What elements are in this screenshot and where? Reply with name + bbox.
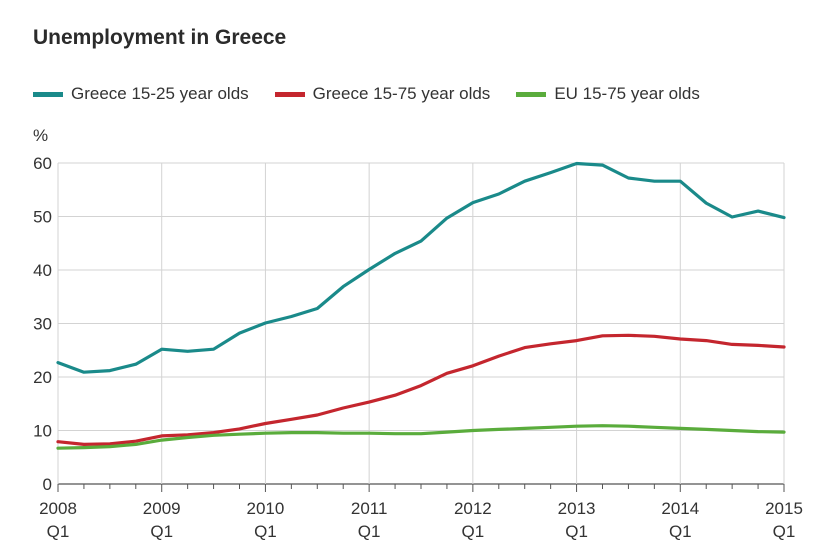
legend: Greece 15-25 year olds Greece 15-75 year… [33, 83, 726, 105]
x-tick-label-year: 2012 [454, 499, 492, 518]
x-tick-label-year: 2008 [39, 499, 77, 518]
x-tick-label-quarter: Q1 [565, 522, 588, 541]
x-tick-label-quarter: Q1 [462, 522, 485, 541]
y-tick-label: 60 [33, 154, 52, 173]
legend-label-eu-15-75: EU 15-75 year olds [554, 84, 700, 103]
x-tick-label-quarter: Q1 [669, 522, 692, 541]
series-lines [56, 161, 786, 450]
x-tick-label-quarter: Q1 [358, 522, 381, 541]
x-tick-label-quarter: Q1 [150, 522, 173, 541]
legend-label-greece-15-25: Greece 15-25 year olds [71, 84, 249, 103]
y-axis-unit-label: % [33, 126, 48, 145]
x-tick-label-quarter: Q1 [254, 522, 277, 541]
series-line-0 [56, 161, 786, 374]
x-tick-label-year: 2013 [558, 499, 596, 518]
x-tick-label-year: 2009 [143, 499, 181, 518]
legend-swatch-greece-15-75 [274, 91, 305, 97]
x-tick-label-year: 2014 [661, 499, 699, 518]
x-tick-label-year: 2010 [247, 499, 285, 518]
chart-title: Unemployment in Greece [33, 26, 287, 49]
legend-item-greece-15-25: Greece 15-25 year olds [33, 84, 249, 104]
y-tick-label: 20 [33, 368, 52, 387]
x-tick-label-year: 2015 [765, 499, 803, 518]
y-tick-label: 40 [33, 261, 52, 280]
series-line-2 [56, 424, 786, 450]
y-tick-label: 0 [43, 475, 52, 494]
x-tick-label-year: 2011 [351, 499, 388, 518]
y-tick-label: 10 [33, 422, 52, 441]
legend-item-eu-15-75: EU 15-75 year olds [516, 84, 700, 104]
y-tick-label: 50 [33, 208, 52, 227]
x-axis-ticks: 2008 Q1 2009 Q1 2010 Q1 2011 Q1 2012 Q1 2013 Q1 2014… [39, 484, 803, 541]
legend-item-greece-15-75: Greece 15-75 year olds [274, 84, 491, 104]
x-tick-label-quarter: Q1 [47, 522, 70, 541]
y-axis-ticks: 0 10 20 30 40 50 60 [33, 154, 52, 494]
y-tick-label: 30 [33, 315, 52, 334]
legend-swatch-greece-15-25 [33, 91, 63, 97]
legend-swatch-eu-15-75 [516, 91, 547, 97]
x-tick-label-quarter: Q1 [773, 522, 796, 541]
legend-label-greece-15-75: Greece 15-75 year olds [312, 84, 491, 103]
series-line-1 [56, 333, 786, 446]
